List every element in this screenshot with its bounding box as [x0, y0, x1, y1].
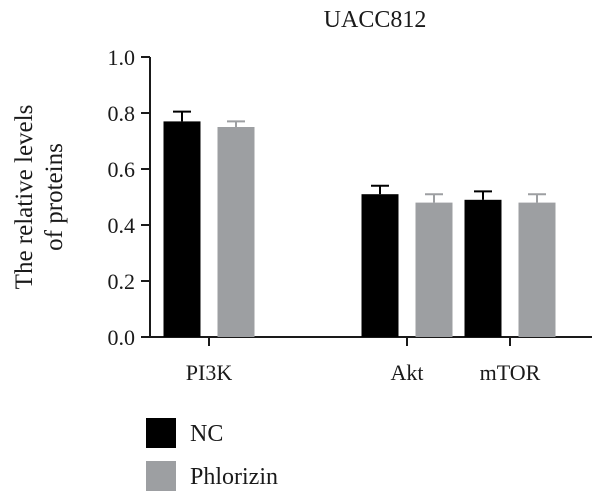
legend: NC Phlorizin [146, 418, 278, 491]
bar-nc-mtor [464, 199, 502, 337]
y-tick-label: 0.0 [108, 325, 136, 350]
y-tick-label: 0.2 [108, 269, 136, 294]
x-ticks: PI3K Akt mTOR [186, 337, 541, 385]
y-tick-label: 0.4 [108, 213, 136, 238]
legend-label-nc: NC [190, 421, 223, 447]
x-tick-label: Akt [391, 360, 424, 385]
bars [163, 110, 556, 338]
bar-phlorizin-mtor [518, 202, 556, 337]
y-axis-label: The relative levels of proteins [11, 105, 68, 290]
legend-swatch-nc [146, 418, 176, 448]
bar-nc-pi3k [163, 121, 201, 338]
x-tick-label: mTOR [480, 360, 541, 385]
chart-title: UACC812 [324, 7, 427, 33]
y-ticks: 0.0 0.2 0.4 0.6 0.8 1.0 [108, 45, 150, 350]
bar-phlorizin-pi3k [217, 127, 255, 337]
legend-swatch-phlorizin [146, 461, 176, 491]
x-tick-label: PI3K [186, 360, 233, 385]
y-tick-label: 1.0 [108, 45, 136, 70]
y-axis-label-line: The relative levels [11, 105, 38, 290]
y-axis-label-line: of proteins [41, 143, 68, 251]
y-tick-label: 0.6 [108, 157, 136, 182]
y-tick-label: 0.8 [108, 101, 136, 126]
legend-label-phlorizin: Phlorizin [190, 464, 278, 490]
bar-nc-akt [361, 194, 399, 337]
bar-phlorizin-akt [415, 202, 453, 337]
